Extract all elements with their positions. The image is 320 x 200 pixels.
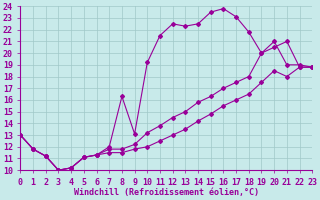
X-axis label: Windchill (Refroidissement éolien,°C): Windchill (Refroidissement éolien,°C)	[74, 188, 259, 197]
